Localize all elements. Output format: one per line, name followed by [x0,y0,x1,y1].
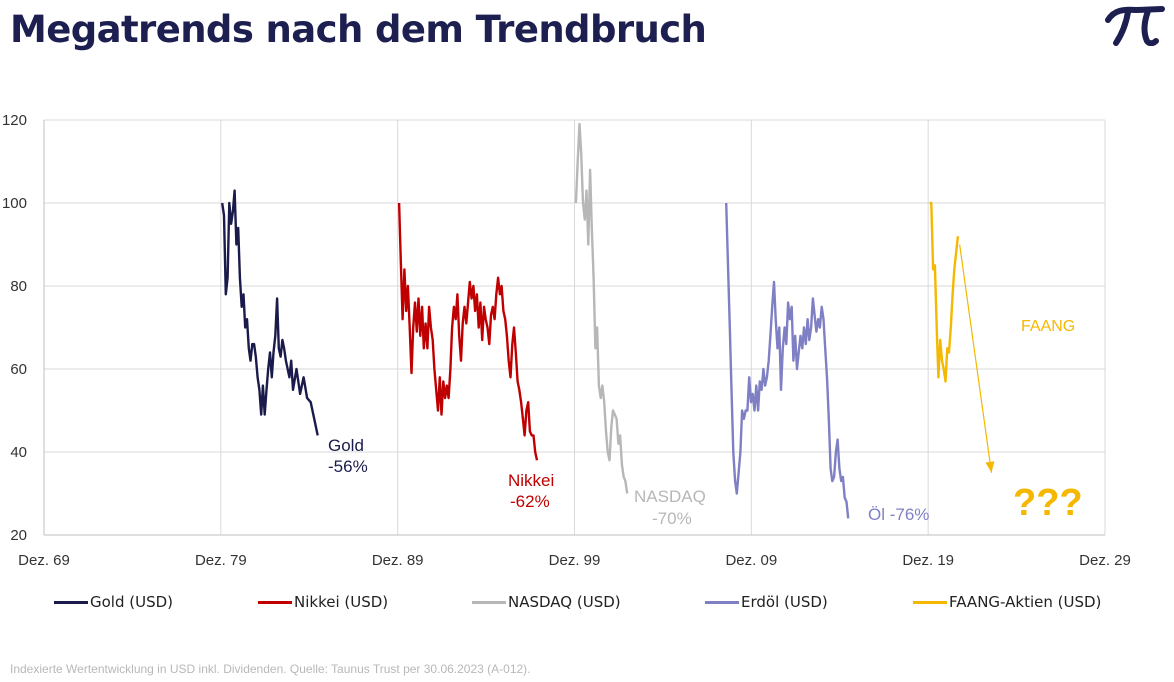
series-line-erdoel [725,202,850,519]
line-chart: Gold -56% Nikkei -62% NASDAQ -70% Öl -76% FAANG… [2,112,1131,569]
footnote: Indexierte Wertentwicklung in USD inkl. … [10,662,531,676]
legend-item-nikkei: Nikkei (USD) [258,593,388,611]
legend-swatch [705,600,739,604]
x-tick-label: Dez. 29 [1079,552,1131,569]
chart-series [221,122,960,519]
y-tick-label: 20 [10,527,27,544]
series-line-gold [221,189,319,436]
legend-label: Erdöl (USD) [741,593,828,611]
legend-label: Gold (USD) [90,593,174,611]
arrow-shaft [959,244,993,473]
legend-swatch [472,600,506,604]
x-tick-label: Dez. 99 [549,552,601,569]
legend-item-gold: Gold (USD) [54,593,173,611]
annotation-faang-label: FAANG [1021,318,1075,335]
legend-item-erdoel: Erdöl (USD) [705,593,828,611]
legend-label: NASDAQ (USD) [508,593,621,611]
x-tick-label: Dez. 79 [195,552,247,569]
chart-tick-labels: 20 40 60 80 100 120 Dez. 69 Dez. 79 Dez. 89 Dez. … [2,112,1131,569]
y-tick-label: 100 [2,195,27,212]
legend-item-nasdaq: NASDAQ (USD) [472,593,621,611]
annotation-gold-label: Gold [328,436,364,455]
legend-label: Nikkei (USD) [294,593,389,611]
chart-grid [43,119,1106,536]
annotation-nasdaq-change: -70% [652,509,692,528]
legend-label: FAANG-Aktien (USD) [949,593,1102,611]
legend-swatch [54,600,88,604]
page-title: Megatrends nach dem Trendbruch [10,8,707,51]
y-tick-label: 40 [10,444,27,461]
series-line-nasdaq [574,122,629,494]
legend-swatch [913,600,947,604]
annotation-nasdaq-label: NASDAQ [634,487,706,506]
trend-arrow [959,244,995,473]
series-line-faang [929,201,960,383]
chart-legend: Gold (USD) Nikkei (USD) NASDAQ (USD) Erdöl … [0,593,1174,615]
annotation-nikkei-change: -62% [510,492,550,511]
chart-annotations: Gold -56% Nikkei -62% NASDAQ -70% Öl -76% FAANG… [328,318,1083,528]
annotation-gold-change: -56% [328,457,368,476]
y-tick-label: 80 [10,278,27,295]
annotation-question-marks: ??? [1013,482,1083,524]
x-tick-label: Dez. 69 [18,552,70,569]
x-tick-label: Dez. 09 [725,552,777,569]
legend-item-faang: FAANG-Aktien (USD) [913,593,1101,611]
pi-logo-icon [1105,6,1165,46]
annotation-oil-change: Öl -76% [868,505,929,524]
annotation-nikkei-label: Nikkei [508,471,554,490]
legend-swatch [258,600,292,604]
y-tick-label: 120 [2,112,27,129]
arrow-head [985,461,995,473]
series-line-nikkei [397,202,539,461]
x-tick-label: Dez. 89 [372,552,424,569]
y-tick-label: 60 [10,361,27,378]
x-tick-label: Dez. 19 [902,552,954,569]
